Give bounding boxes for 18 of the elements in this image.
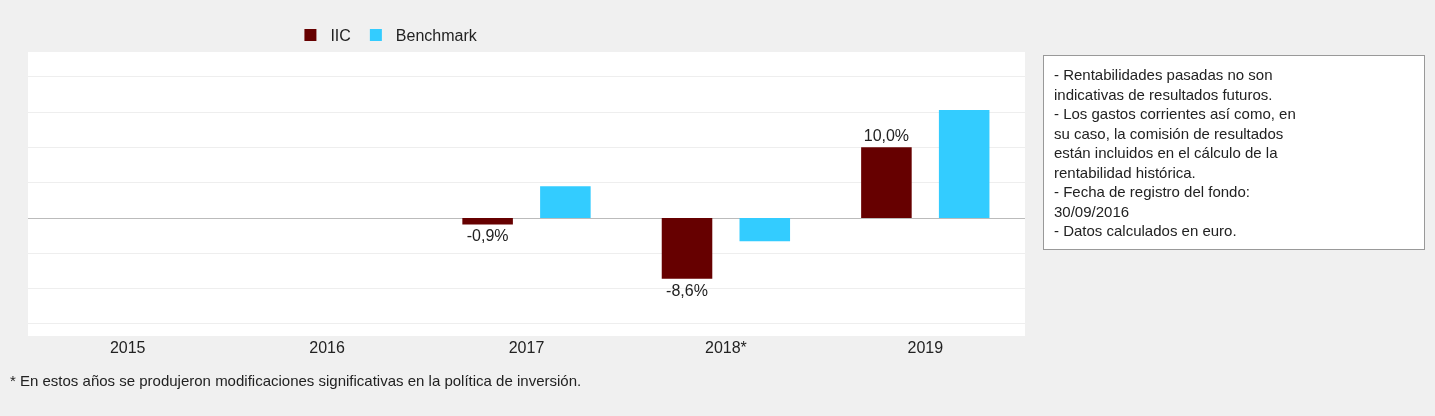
bar xyxy=(462,218,513,225)
x-tick-label: 2015 xyxy=(109,339,146,356)
bar xyxy=(861,147,912,219)
bar xyxy=(540,186,591,219)
text: - Rentabilidades pasadas no son indicativas de resultados futuros. - Los gastos corrientes así como, en su caso, la comisión de resultados están incluidos en el cálculo de la rentabilidad histórica. - Fecha de registro del fondo: 30/09/2016 - Datos calculados en euro. xyxy=(1054,66,1296,239)
x-tick-label: 2019 xyxy=(907,339,944,356)
bar xyxy=(661,218,713,279)
bar xyxy=(938,109,990,219)
x-tick-label: 2017 xyxy=(508,339,545,356)
text: * En estos años se produjeron modificaciones significativas en la política de inversión. xyxy=(10,372,582,389)
bar xyxy=(739,218,791,242)
data-label: 10,0% xyxy=(863,127,910,145)
legend-label: IIC xyxy=(330,27,351,45)
legend-label: Benchmark xyxy=(395,27,478,45)
data-label: -0,9% xyxy=(466,227,509,245)
x-tick-label: 2018* xyxy=(704,339,747,356)
x-tick-label: 2016 xyxy=(309,339,345,356)
data-label: -8,6% xyxy=(666,281,708,299)
